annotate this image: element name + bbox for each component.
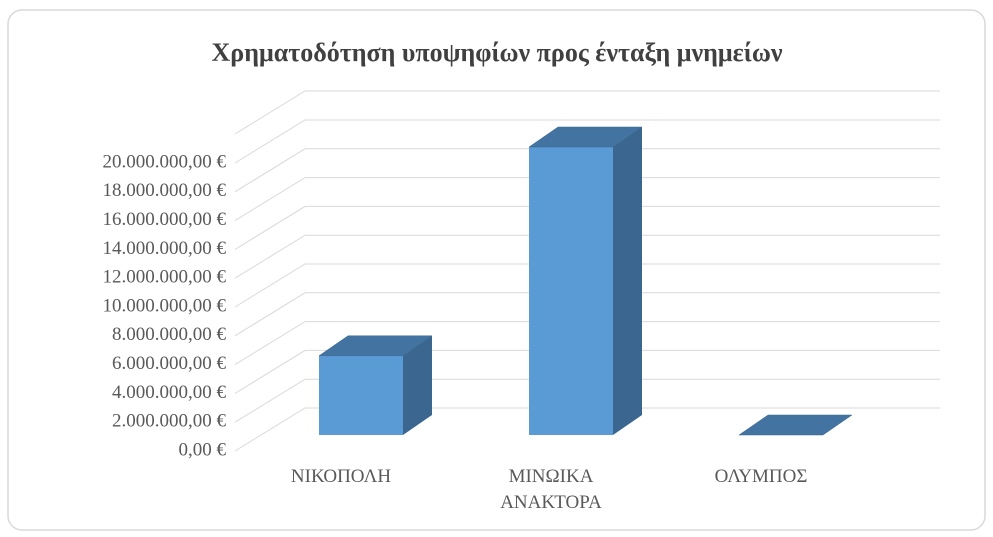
bar-side — [613, 127, 642, 435]
y-tick-label: 12.000.000,00 € — [103, 267, 227, 288]
y-tick-label: 6.000.000,00 € — [112, 353, 227, 374]
bar-top — [738, 414, 853, 436]
y-tick-label: 18.000.000,00 € — [103, 180, 227, 201]
grid-line — [234, 119, 940, 164]
y-tick-label: 14.000.000,00 € — [103, 238, 227, 259]
grid-line — [234, 378, 940, 423]
grid-line — [234, 407, 940, 452]
y-tick-label: 8.000.000,00 € — [112, 324, 227, 345]
grid-line — [234, 177, 940, 222]
grid-line — [234, 263, 940, 308]
bar — [529, 147, 613, 435]
bar-side — [403, 335, 432, 435]
chart-title: Χρηματοδότηση υποψηφίων προς ένταξη μνημ… — [212, 38, 783, 67]
grid-line — [234, 205, 940, 250]
wall-edge — [234, 90, 940, 135]
y-tick-label: 20.000.000,00 € — [103, 151, 227, 172]
x-tick-label: ΝΙΚΟΠΟΛΗ — [290, 466, 392, 487]
y-tick-label: 4.000.000,00 € — [112, 382, 227, 403]
x-tick-label: ΟΛΥΜΠΟΣ — [714, 466, 808, 487]
y-tick-label: 2.000.000,00 € — [112, 411, 227, 432]
y-tick-label: 10.000.000,00 € — [103, 295, 227, 316]
x-tick-label: ΜΙΝΩΙΚΑ ΑΝΑΚΤΟΡΑ — [500, 466, 602, 513]
grid-line — [234, 234, 940, 279]
grid-line — [234, 292, 940, 337]
chart-frame — [7, 9, 986, 531]
grid-line — [234, 148, 940, 193]
y-tick-label: 0,00 € — [179, 439, 227, 460]
grid-line — [234, 321, 940, 366]
grid-line — [234, 349, 940, 394]
y-tick-label: 16.000.000,00 € — [103, 209, 227, 230]
bar-top — [318, 335, 433, 357]
bar-top — [528, 126, 643, 148]
bar — [319, 355, 403, 435]
